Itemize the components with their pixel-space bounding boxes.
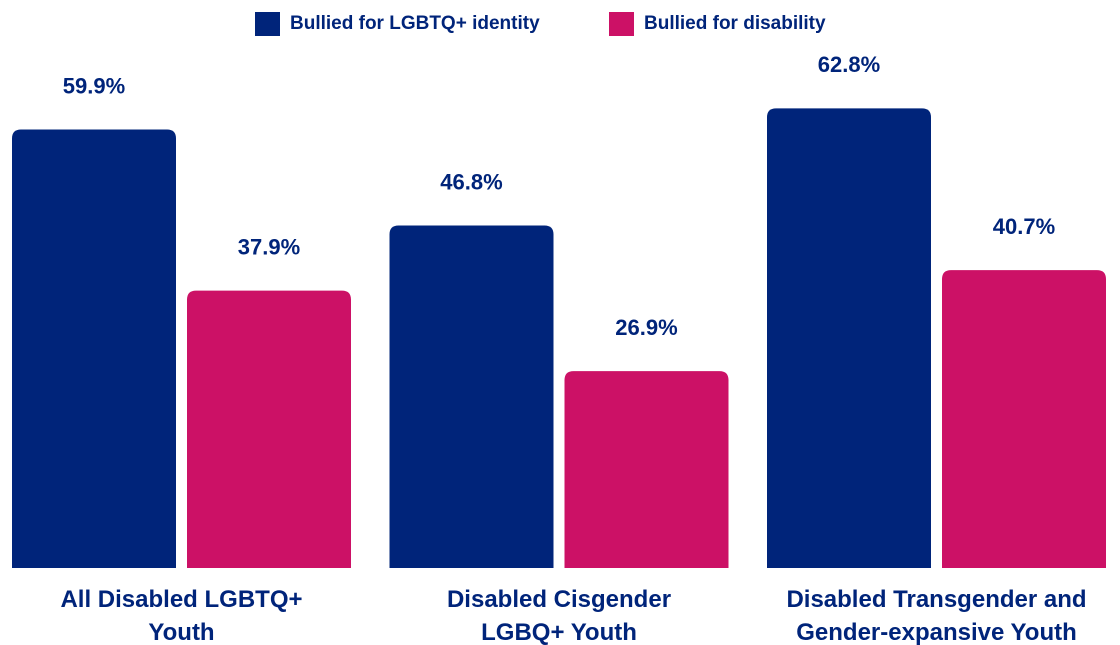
bar — [12, 129, 176, 568]
value-label: 26.9% — [615, 315, 677, 340]
bar — [187, 290, 351, 568]
category-label: All Disabled LGBTQ+ Youth — [60, 586, 303, 645]
legend-label: Bullied for LGBTQ+ identity — [290, 13, 540, 34]
value-label: 37.9% — [238, 234, 300, 259]
legend-label: Bullied for disability — [644, 13, 826, 34]
legend-swatch — [609, 12, 634, 36]
bar — [767, 108, 931, 568]
category-label: Disabled Cisgender LGBQ+ Youth — [446, 586, 672, 645]
bar — [389, 225, 554, 568]
value-label: 59.9% — [63, 73, 125, 98]
bar — [564, 371, 729, 568]
value-label: 40.7% — [993, 214, 1055, 239]
value-label: 46.8% — [440, 169, 502, 194]
legend-swatch — [255, 12, 280, 36]
bar — [942, 270, 1106, 568]
category-label: Disabled Transgender and Gender-expansiv… — [786, 586, 1087, 645]
value-label: 62.8% — [818, 52, 880, 77]
